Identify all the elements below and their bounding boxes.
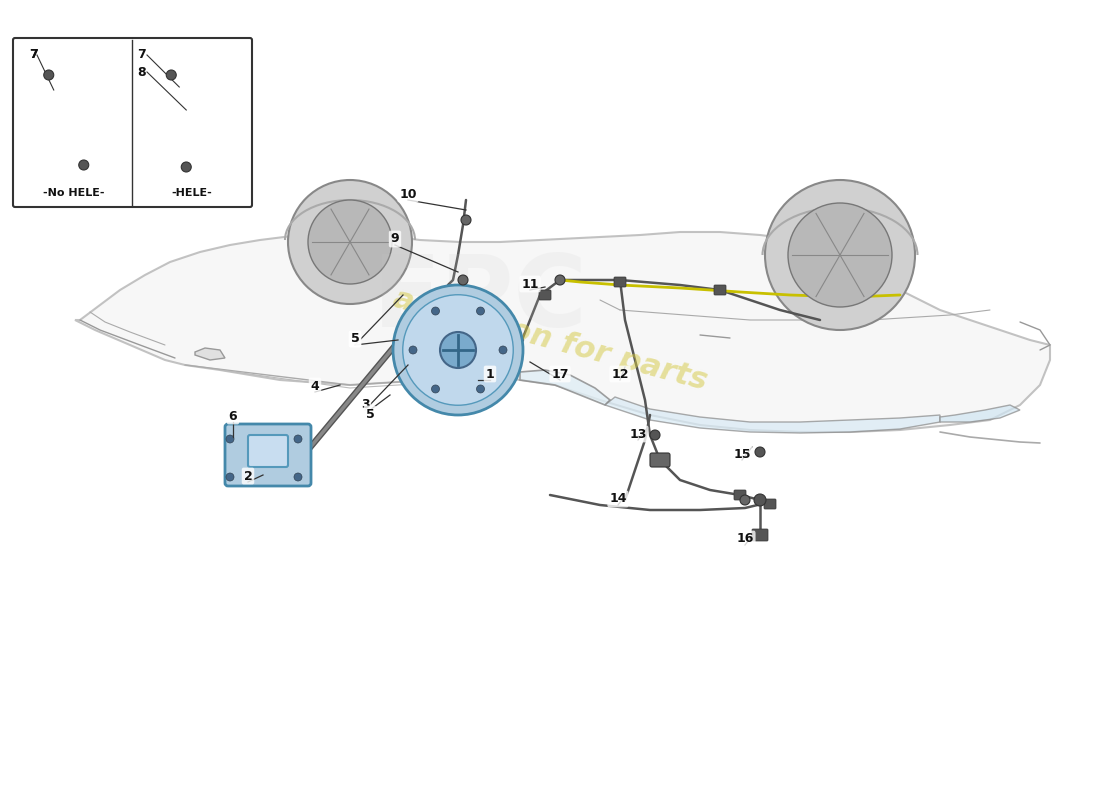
- FancyBboxPatch shape: [752, 529, 768, 541]
- FancyBboxPatch shape: [650, 453, 670, 467]
- Circle shape: [754, 494, 766, 506]
- FancyBboxPatch shape: [764, 499, 776, 509]
- Circle shape: [458, 275, 468, 285]
- Circle shape: [182, 162, 191, 172]
- Circle shape: [755, 447, 764, 457]
- Text: 7: 7: [29, 49, 37, 62]
- Text: -No HELE-: -No HELE-: [43, 188, 104, 198]
- Circle shape: [431, 385, 440, 393]
- Text: 5: 5: [351, 333, 360, 346]
- Circle shape: [294, 435, 302, 443]
- Text: 16: 16: [736, 533, 754, 546]
- Circle shape: [166, 70, 176, 80]
- Circle shape: [226, 473, 234, 481]
- Circle shape: [461, 215, 471, 225]
- Text: 12: 12: [612, 367, 629, 381]
- Circle shape: [764, 180, 915, 330]
- Circle shape: [79, 160, 89, 170]
- Text: 7: 7: [138, 49, 146, 62]
- Circle shape: [294, 473, 302, 481]
- Circle shape: [226, 435, 234, 443]
- Polygon shape: [75, 232, 1050, 432]
- Text: 5: 5: [365, 407, 374, 421]
- Circle shape: [476, 385, 484, 393]
- Text: 6: 6: [229, 410, 238, 422]
- Text: -HELE-: -HELE-: [170, 188, 211, 198]
- Polygon shape: [195, 348, 226, 360]
- Circle shape: [308, 200, 392, 284]
- Text: 17: 17: [551, 367, 569, 381]
- Text: 5: 5: [351, 333, 360, 346]
- Circle shape: [288, 180, 412, 304]
- Text: 15: 15: [734, 447, 750, 461]
- Polygon shape: [940, 405, 1020, 422]
- Text: a passion for parts: a passion for parts: [389, 284, 711, 396]
- Text: 13: 13: [629, 427, 647, 441]
- Circle shape: [440, 332, 476, 368]
- FancyBboxPatch shape: [714, 285, 726, 295]
- Text: 9: 9: [390, 233, 399, 246]
- Text: 1: 1: [485, 367, 494, 381]
- FancyBboxPatch shape: [13, 38, 252, 207]
- FancyBboxPatch shape: [614, 277, 626, 287]
- FancyBboxPatch shape: [539, 290, 551, 300]
- Text: 4: 4: [310, 379, 319, 393]
- Text: 11: 11: [521, 278, 539, 290]
- Text: 2: 2: [243, 470, 252, 482]
- Circle shape: [431, 307, 440, 315]
- Circle shape: [44, 70, 54, 80]
- Text: EPC: EPC: [373, 251, 587, 349]
- Text: 3: 3: [361, 398, 370, 410]
- Circle shape: [740, 495, 750, 505]
- Circle shape: [409, 346, 417, 354]
- FancyBboxPatch shape: [734, 490, 746, 500]
- Circle shape: [476, 307, 484, 315]
- Circle shape: [499, 346, 507, 354]
- Polygon shape: [605, 397, 940, 433]
- Circle shape: [556, 275, 565, 285]
- Circle shape: [393, 285, 522, 415]
- FancyBboxPatch shape: [248, 435, 288, 467]
- Text: 10: 10: [399, 187, 417, 201]
- Circle shape: [788, 203, 892, 307]
- Polygon shape: [520, 370, 610, 405]
- Circle shape: [403, 294, 514, 406]
- Text: 8: 8: [138, 66, 146, 78]
- Circle shape: [650, 430, 660, 440]
- Text: 7: 7: [29, 49, 37, 62]
- FancyBboxPatch shape: [226, 424, 311, 486]
- Text: 14: 14: [609, 493, 627, 506]
